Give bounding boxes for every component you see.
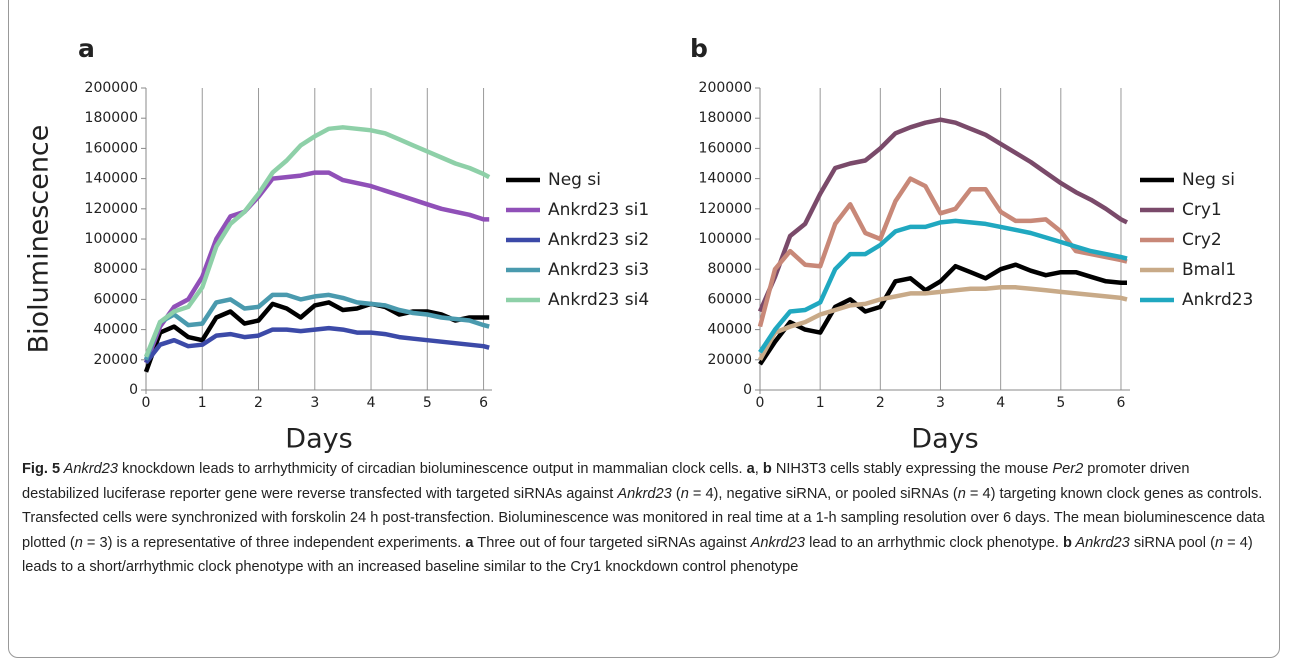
y-tick-label: 200000 (85, 80, 138, 96)
y-tick-label: 20000 (707, 352, 752, 368)
x-tick-label: 2 (254, 395, 263, 411)
x-tick-label: 0 (756, 395, 765, 411)
series-line (757, 117, 1129, 313)
legend-label: Ankrd23 (1182, 290, 1253, 310)
caption-text: b (1063, 534, 1072, 551)
x-tick-label: 5 (1056, 395, 1065, 411)
y-tick-label: 100000 (85, 231, 138, 247)
x-tick-label: 4 (996, 395, 1005, 411)
caption-text: Ankrd23 (617, 485, 672, 502)
y-tick-label: 160000 (85, 140, 138, 156)
caption-text: Ankrd23 (60, 461, 118, 477)
x-axis-label: Days (911, 424, 978, 455)
legend-label: Ankrd23 si2 (548, 230, 649, 250)
legend-label: Cry2 (1182, 230, 1222, 250)
y-tick-label: 60000 (707, 291, 752, 307)
caption: Fig. 5 Ankrd23 knockdown leads to arrhyt… (22, 457, 1267, 580)
caption-text: Ankrd23 (1071, 534, 1130, 551)
y-tick-label: 120000 (699, 201, 752, 217)
legend-label: Ankrd23 si4 (548, 290, 649, 310)
x-axis-label: Days (285, 424, 352, 455)
series-line (758, 285, 1128, 361)
caption-text: b (762, 461, 772, 477)
legend-label: Neg si (1182, 170, 1235, 190)
y-tick-label: 0 (129, 382, 138, 398)
legend-label: Ankrd23 si3 (548, 260, 649, 280)
legend-label: Neg si (548, 170, 601, 190)
caption-text: = 3) is a representative of three indepe… (82, 534, 466, 551)
panel-label: a (78, 34, 95, 63)
y-tick-label: 180000 (85, 110, 138, 126)
series-line (143, 170, 490, 364)
x-tick-label: 3 (936, 395, 945, 411)
y-tick-label: 80000 (707, 261, 752, 277)
caption-text: n (74, 534, 83, 551)
caption-text: = 4) leads to a short/arrhythmic clock p… (22, 534, 1253, 576)
caption-text: a (465, 534, 474, 551)
caption-text: Per2 (1052, 461, 1084, 477)
caption-text: = 4), negative siRNA, or pooled siRNAs ( (688, 485, 958, 502)
caption-text: ( (671, 485, 681, 502)
y-tick-label: 60000 (93, 291, 138, 307)
caption-text: , (754, 461, 763, 477)
x-tick-label: 1 (198, 395, 207, 411)
y-tick-label: 140000 (699, 171, 752, 187)
x-tick-label: 0 (142, 395, 151, 411)
series-line (143, 125, 491, 358)
y-tick-label: 200000 (699, 80, 752, 96)
legend-label: Cry1 (1182, 200, 1222, 220)
caption-text: n (1214, 534, 1224, 551)
y-tick-label: 180000 (699, 110, 752, 126)
fig-label: Fig. 5 (22, 461, 61, 477)
y-tick-label: 120000 (85, 201, 138, 217)
caption-text: = 4) targeting known clock genes as cont… (22, 485, 1265, 551)
y-tick-label: 100000 (699, 231, 752, 247)
caption-text: Three out of four targeted siRNAs agains… (473, 534, 751, 551)
caption-text: promoter driven destabilized luciferase … (22, 461, 1190, 502)
caption-text: knockdown leads to arrhythmicity of circ… (117, 461, 747, 477)
x-tick-label: 3 (310, 395, 319, 411)
caption-text: a (746, 461, 755, 477)
series-line (758, 262, 1127, 366)
x-tick-label: 6 (479, 395, 488, 411)
caption-text: lead to an arrhythmic clock phenotype. (805, 534, 1063, 551)
series-line (143, 300, 490, 373)
series-line (758, 218, 1128, 354)
caption-text: Ankrd23 (750, 534, 806, 551)
y-tick-label: 40000 (93, 322, 138, 338)
x-tick-label: 2 (876, 395, 885, 411)
legend-label: Ankrd23 si1 (548, 200, 649, 220)
caption-text: n (680, 485, 689, 502)
panel-label: b (690, 34, 708, 63)
y-axis-label: Bioluminescence (24, 125, 55, 354)
caption-text: n (957, 485, 966, 502)
figure: a020000400006000080000100000120000140000… (24, 34, 1254, 455)
x-tick-label: 1 (816, 395, 825, 411)
x-tick-label: 6 (1117, 395, 1126, 411)
frame (8, 0, 1280, 658)
x-tick-label: 5 (423, 395, 432, 411)
caption-text: NIH3T3 cells stably expressing the mouse (771, 461, 1053, 477)
caption-text: siRNA pool ( (1129, 534, 1215, 551)
y-tick-label: 160000 (699, 140, 752, 156)
y-tick-label: 40000 (707, 322, 752, 338)
series-line (143, 292, 490, 361)
legend-label: Bmal1 (1182, 260, 1236, 280)
y-tick-label: 80000 (93, 261, 138, 277)
x-tick-label: 4 (367, 395, 376, 411)
y-tick-label: 0 (743, 382, 752, 398)
y-tick-label: 140000 (85, 171, 138, 187)
y-tick-label: 20000 (93, 352, 138, 368)
series-line (144, 325, 490, 365)
